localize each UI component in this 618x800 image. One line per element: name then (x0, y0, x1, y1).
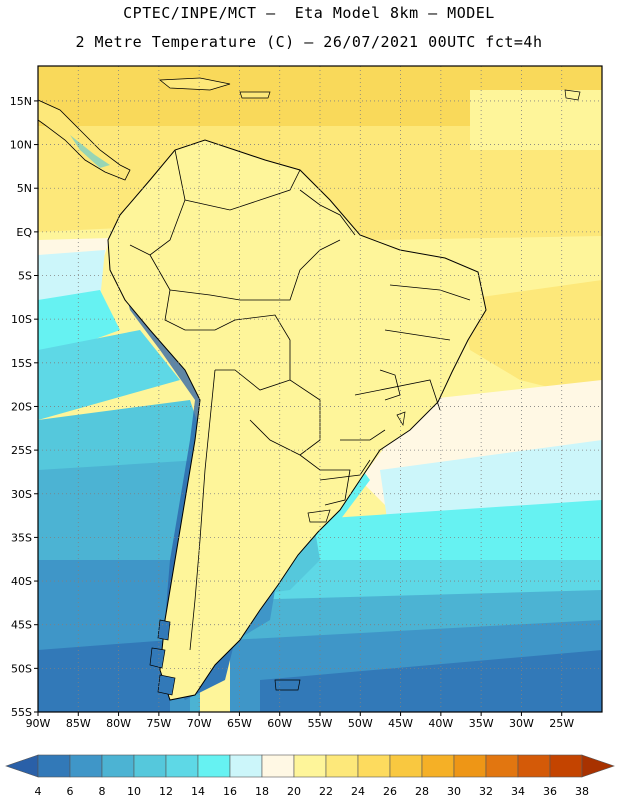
colorbar-label: 16 (223, 785, 237, 798)
longitude-label: 50W (348, 717, 373, 730)
colorbar-cell (581, 754, 615, 778)
southern-islands (149, 619, 301, 696)
latitude-label: 10N (10, 139, 32, 152)
colorbar-cell (133, 754, 167, 778)
latitude-label: 35S (11, 531, 32, 544)
latitude-label: 15N (10, 95, 32, 108)
pacific-band-18 (38, 290, 120, 360)
latitude-label: 50S (11, 662, 32, 675)
longitude-label: 40W (428, 717, 453, 730)
colorbar-label: 8 (99, 785, 106, 798)
latitude-label: 30S (11, 488, 32, 501)
colorbar-cell (293, 754, 327, 778)
longitude-label: 75W (146, 717, 171, 730)
latitude-label: 15S (11, 357, 32, 370)
longitude-label: 25W (549, 717, 574, 730)
latitude-label: 45S (11, 619, 32, 632)
colorbar-label: 12 (159, 785, 173, 798)
longitude-label: 55W (308, 717, 333, 730)
colorbar-cell (325, 754, 359, 778)
colorbar-cell (453, 754, 487, 778)
longitude-label: 70W (187, 717, 212, 730)
longitude-label: 85W (66, 717, 91, 730)
longitude-label: 65W (227, 717, 252, 730)
colorbar-cell (389, 754, 423, 778)
colorbar-label: 22 (319, 785, 333, 798)
colorbar-label: 4 (35, 785, 42, 798)
pacific-band-16 (38, 330, 180, 420)
lakes (307, 411, 406, 523)
map-title-line1: CPTEC/INPE/MCT – Eta Model 8km – MODEL (123, 4, 495, 22)
longitude-label: 35W (469, 717, 494, 730)
colorbar-label: 32 (479, 785, 493, 798)
latitude-label: 55S (11, 706, 32, 719)
colorbar-cell (197, 754, 231, 778)
latitude-label: 25S (11, 444, 32, 457)
latitude-label: 5S (18, 270, 32, 283)
country-borders (129, 149, 471, 651)
colorbar-cell (261, 754, 295, 778)
colorbar-label: 6 (67, 785, 74, 798)
colorbar-cell (5, 754, 39, 778)
longitude-label: 80W (106, 717, 131, 730)
colorbar-label: 38 (575, 785, 589, 798)
colorbar-cell (165, 754, 199, 778)
central-america (38, 99, 131, 181)
colorbar-cell (357, 754, 391, 778)
latitude-label: 5N (17, 182, 32, 195)
latitude-label: 20S (11, 400, 32, 413)
atlantic-warm-patch (470, 90, 602, 150)
longitude-label: 90W (26, 717, 51, 730)
colorbar-cell (517, 754, 551, 778)
colorbar-label: 34 (511, 785, 525, 798)
latitude-label: 40S (11, 575, 32, 588)
colorbar-cell (229, 754, 263, 778)
pacific-band-14 (38, 400, 210, 480)
caribbean-island-hispaniola (239, 91, 271, 99)
atlantic-band-8 (260, 650, 602, 712)
latitude-label: EQ (16, 226, 32, 239)
longitude-ticks: 90W 85W 80W 75W 70W 65W 60W 55W 50W 45W 40W 35W 30W 2… (26, 712, 574, 730)
latitude-ticks: 15N 10N 5N EQ 5S 10S 15S 20S 25S 30S 35S 40S 45S 50S 5… (10, 95, 38, 719)
colorbar-label: 20 (287, 785, 301, 798)
colorbar-label: 24 (351, 785, 365, 798)
colorbar-cell (485, 754, 519, 778)
colorbar-cell (549, 754, 583, 778)
colorbar-label: 28 (415, 785, 429, 798)
longitude-label: 60W (267, 717, 292, 730)
longitude-label: 45W (388, 717, 413, 730)
colorbar-label: 10 (127, 785, 141, 798)
longitude-label: 30W (509, 717, 534, 730)
andes-cold-ridge (120, 160, 215, 690)
colorbar-label: 26 (383, 785, 397, 798)
colorbar-label: 30 (447, 785, 461, 798)
latitude-label: 10S (11, 313, 32, 326)
caribbean-island-cuba (159, 77, 231, 91)
colorbar-cell (69, 754, 103, 778)
colorbar-cell (101, 754, 135, 778)
map-title-line2: 2 Metre Temperature (C) – 26/07/2021 00U… (75, 33, 543, 51)
colorbar-label: 14 (191, 785, 205, 798)
colorbar-cell (37, 754, 71, 778)
colorbar-label: 18 (255, 785, 269, 798)
caribbean-island-small (564, 89, 581, 101)
colorbar-label: 36 (543, 785, 557, 798)
central-america-highlands (70, 135, 110, 168)
pacific-band-8 (38, 640, 170, 712)
colorbar-cell (421, 754, 455, 778)
